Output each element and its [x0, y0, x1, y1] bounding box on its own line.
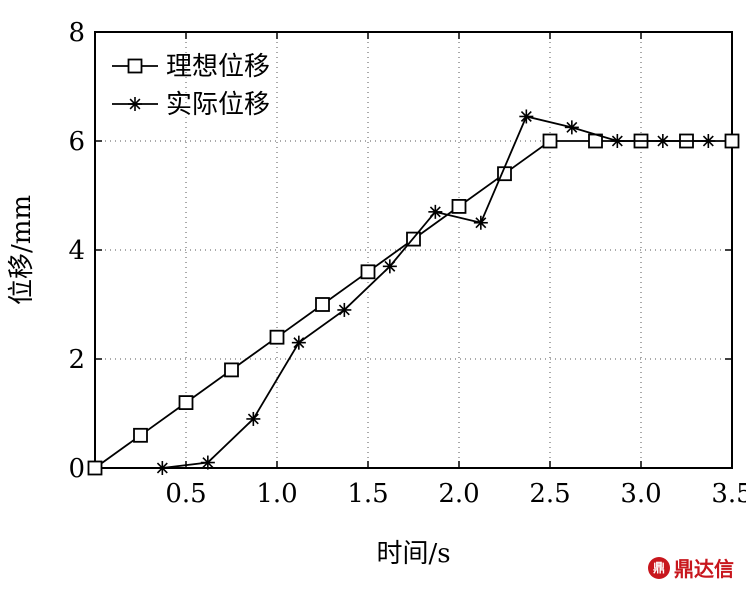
legend-marker-2	[128, 97, 142, 111]
series-2-point	[610, 134, 625, 148]
series-2-point	[519, 109, 534, 124]
x-tick-label: 2.0	[438, 479, 479, 509]
series-1-point	[360, 264, 376, 280]
series-1-point	[542, 133, 558, 149]
x-tick-label: 3.0	[620, 479, 661, 509]
series-1-point	[87, 460, 103, 476]
series-2-point	[291, 335, 306, 350]
series-2-point	[246, 411, 261, 426]
x-tick-label: 2.5	[529, 479, 570, 509]
series-line-2	[162, 115, 709, 469]
series-2-point	[200, 455, 215, 470]
series-line-1	[94, 140, 732, 469]
y-tick-label: 4	[68, 236, 85, 266]
watermark-logo-icon: 鼎	[648, 556, 670, 579]
series-1-point	[724, 133, 740, 149]
y-tick-label: 8	[68, 18, 85, 48]
series-1-point	[224, 362, 239, 378]
x-tick-label: 1.5	[347, 479, 388, 509]
watermark-text: 鼎达信	[674, 557, 734, 581]
series-2-point	[655, 134, 670, 148]
watermark: 鼎 鼎达信	[648, 553, 734, 582]
series-1-point	[178, 395, 194, 411]
series-2-point	[337, 302, 352, 317]
y-tick-label: 6	[68, 127, 85, 157]
series-2-point	[701, 134, 716, 148]
legend-label-1: 理想位移	[166, 52, 270, 82]
legend-label-2: 实际位移	[166, 90, 270, 120]
series-2-point	[473, 215, 488, 230]
x-tick-label: 3.5	[711, 479, 746, 509]
series-1-point	[269, 329, 285, 345]
x-tick-label: 0.5	[165, 479, 206, 509]
series-2-point	[382, 259, 397, 274]
series-1-point	[315, 297, 330, 312]
series-2-point	[428, 204, 443, 219]
series-2-point	[155, 461, 170, 475]
series-2-point	[564, 120, 579, 135]
x-axis-label: 时间/s	[376, 539, 450, 569]
series-1-point	[133, 427, 148, 443]
y-tick-label: 0	[68, 454, 85, 484]
y-tick-label: 2	[68, 345, 85, 375]
x-tick-label: 1.0	[256, 479, 297, 509]
legend-marker-1	[127, 58, 143, 74]
series-1-point	[451, 198, 467, 214]
y-axis-label: 位移/mm	[7, 195, 37, 305]
